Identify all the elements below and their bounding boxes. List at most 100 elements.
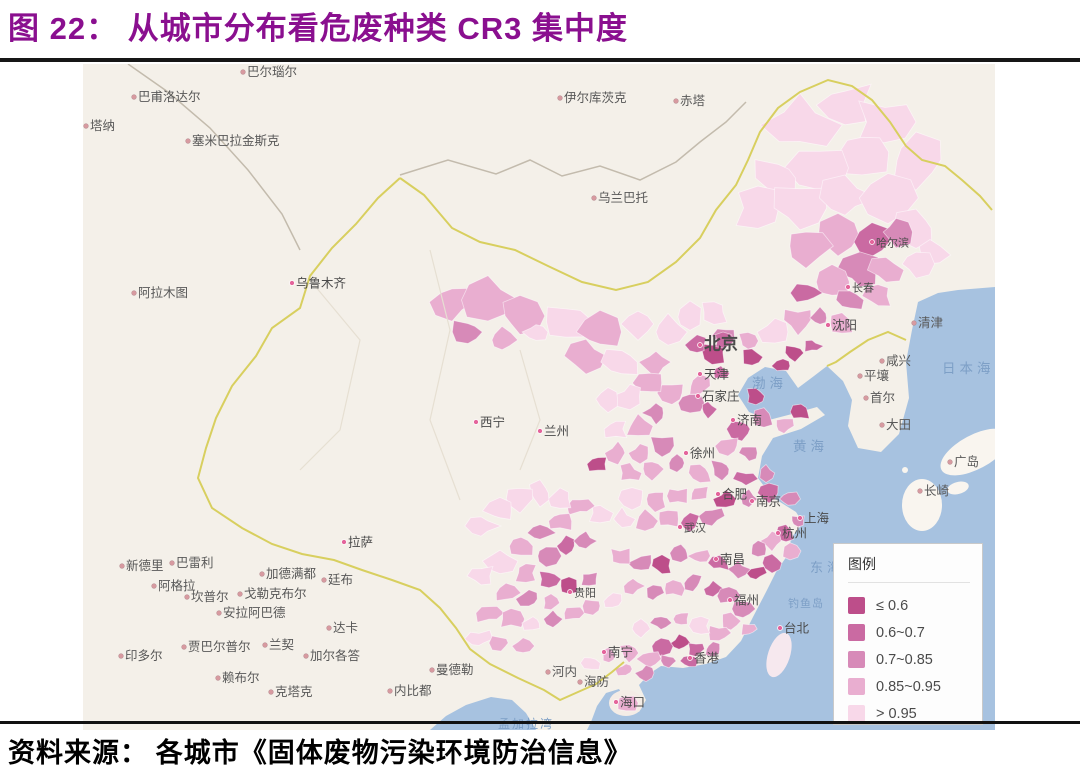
legend-label: 0.7~0.85 (876, 651, 933, 668)
choropleth-region (722, 611, 742, 631)
city-label: 西宁 (480, 415, 505, 430)
choropleth-region (428, 287, 475, 322)
foreign-city-label: 乌兰巴托 (598, 190, 648, 205)
choropleth-region (809, 306, 828, 325)
foreign-city-label: 新德里 (126, 558, 164, 573)
legend-divider (848, 582, 970, 583)
choropleth-region (642, 461, 665, 482)
choropleth-region (660, 654, 677, 669)
choropleth-region (563, 338, 608, 375)
city-dot (797, 515, 803, 521)
foreign-city-label: 贾巴尔普尔 (188, 639, 251, 654)
city-dot (727, 597, 733, 603)
choropleth-region (481, 496, 512, 520)
choropleth-region (804, 339, 825, 353)
choropleth-region (626, 413, 654, 436)
choropleth-region (563, 606, 586, 621)
city-label: 北京 (704, 334, 738, 354)
island-shikoku (947, 481, 969, 495)
choropleth-region (756, 317, 789, 344)
choropleth-region (638, 350, 672, 380)
foreign-city-label: 加德满都 (266, 566, 317, 581)
choropleth-region (731, 600, 757, 619)
choropleth-region (604, 440, 626, 466)
choropleth-region (586, 456, 607, 472)
foreign-city-label: 长崎 (924, 484, 950, 498)
city-label: 石家庄 (702, 389, 740, 404)
foreign-city-dot (326, 625, 332, 631)
map-legend: 图例 ≤ 0.6 0.6~0.7 0.7~0.85 0.85~0.95 > 0.95 (833, 543, 983, 725)
choropleth-region (753, 407, 773, 428)
city-label: 长春 (852, 282, 874, 295)
choropleth-region (646, 584, 665, 601)
choropleth-region (466, 565, 494, 586)
choropleth-region (619, 462, 643, 481)
foreign-city-label: 赖布尔 (222, 670, 260, 685)
choropleth-region (556, 534, 575, 556)
source-note: 资料来源： 各城市《固体废物污染环境防治信息》 (8, 738, 632, 768)
foreign-city-dot (240, 69, 246, 75)
choropleth-region (610, 547, 631, 565)
choropleth-region (575, 309, 622, 347)
city-label: 南昌 (720, 552, 745, 567)
choropleth-region (757, 482, 779, 504)
choropleth-region (742, 348, 764, 366)
foreign-city-label: 戈勒克布尔 (244, 586, 307, 601)
choropleth-region (713, 365, 731, 379)
choropleth-region (735, 185, 781, 229)
foreign-city-dot (429, 667, 435, 673)
foreign-city-dot (216, 610, 222, 616)
city-label: 乌鲁木齐 (296, 276, 347, 291)
choropleth-region (761, 553, 783, 574)
foreign-city-label: 巴雷利 (176, 556, 214, 570)
legend-swatch (848, 651, 865, 668)
choropleth-region (538, 570, 562, 589)
choropleth-region (488, 635, 509, 652)
choropleth-region (835, 290, 865, 310)
foreign-city-dot (917, 488, 923, 494)
sea-label: 钓鱼岛 (788, 596, 824, 610)
choropleth-region (603, 420, 628, 439)
legend-swatch (848, 624, 865, 641)
choropleth-region (688, 642, 705, 657)
choropleth-region (521, 324, 549, 341)
choropleth-region (548, 513, 573, 531)
city-label: 武汉 (684, 522, 706, 535)
choropleth-region (620, 310, 655, 341)
foreign-city-label: 巴甫洛达尔 (138, 89, 201, 104)
source-divider (0, 721, 1080, 724)
choropleth-region (526, 524, 557, 540)
choropleth-region (738, 446, 758, 462)
legend-label: 0.6~0.7 (876, 624, 925, 641)
choropleth-region (716, 586, 742, 604)
choropleth-region (670, 633, 691, 650)
choropleth-region (866, 256, 905, 283)
sea-label: 日本海 (942, 361, 995, 376)
city-dot (341, 539, 347, 545)
island-kyushu (902, 479, 942, 531)
legend-label: ≤ 0.6 (876, 597, 909, 614)
choropleth-region (789, 283, 824, 303)
foreign-city-label: 大田 (886, 418, 911, 432)
foreign-city-label: 阿拉木图 (138, 285, 188, 300)
city-dot (715, 491, 721, 497)
foreign-city-dot (184, 594, 190, 600)
choropleth-region (505, 487, 534, 514)
foreign-city-dot (321, 577, 327, 583)
border-china-west-south (196, 177, 625, 702)
city-label: 合肥 (722, 487, 748, 502)
choropleth-region (537, 546, 563, 568)
foreign-city-dot (169, 560, 175, 566)
choropleth-region (491, 325, 519, 351)
island-tsushima (902, 467, 908, 473)
city-dot (289, 280, 295, 286)
foreign-city-label: 赤塔 (680, 94, 706, 108)
foreign-city-dot (387, 688, 393, 694)
city-dot (683, 450, 689, 456)
legend-swatch (848, 705, 865, 722)
foreign-city-dot (268, 689, 274, 695)
choropleth-region (543, 593, 561, 611)
choropleth-region (631, 618, 651, 639)
city-label: 贵阳 (574, 587, 596, 600)
